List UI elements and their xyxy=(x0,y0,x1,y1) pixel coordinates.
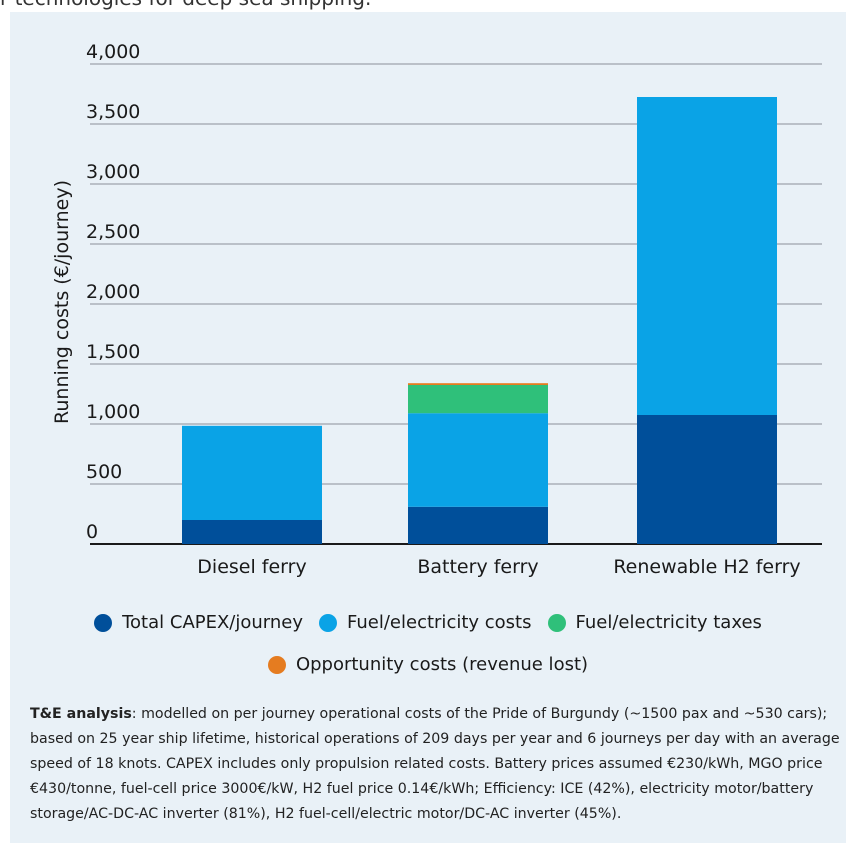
y-tick-label: 3,500 xyxy=(86,101,140,123)
y-tick-label: 0 xyxy=(86,521,98,543)
x-tick-labels: Diesel ferry Battery ferry Renewable H2 fe… xyxy=(197,556,800,578)
chart-panel: 0 500 1,000 1,500 2,000 2,500 3,000 3,500 4,000 … xyxy=(10,12,846,843)
legend-item-fuel-taxes: Fuel/electricity taxes xyxy=(547,612,762,633)
legend-dot-fuel-costs xyxy=(319,613,338,632)
analysis-note: T&E analysis: modelled on per journey op… xyxy=(30,702,850,827)
y-axis-label: Running costs (€/journey) xyxy=(51,180,73,424)
x-tick-label: Renewable H2 ferry xyxy=(613,556,800,578)
bar-segment xyxy=(637,97,777,415)
y-tick-label: 3,000 xyxy=(86,161,140,183)
bar-segment xyxy=(182,425,322,520)
bars xyxy=(182,97,777,544)
legend-label-fuel-taxes: Fuel/electricity taxes xyxy=(575,612,762,633)
y-tick-label: 1,000 xyxy=(86,401,140,423)
y-tick-label: 2,000 xyxy=(86,281,140,303)
running-costs-chart: 05001,0001,5002,0002,5003,0003,5004,000 … xyxy=(51,41,822,578)
y-tick-label: 500 xyxy=(86,461,122,483)
legend-dot-fuel-taxes xyxy=(547,613,566,632)
bar-segment xyxy=(182,520,322,544)
x-tick-label: Battery ferry xyxy=(417,556,538,578)
y-tick-label: 2,500 xyxy=(86,221,140,243)
legend-label-capex: Total CAPEX/journey xyxy=(122,612,304,633)
bar-segment xyxy=(408,413,548,507)
y-tick-labels: 0 500 1,000 1,500 2,000 2,500 3,000 3,500 4,000 xyxy=(86,41,140,543)
y-tick-label: 4,000 xyxy=(86,41,140,63)
legend-item-opportunity: Opportunity costs (revenue lost) xyxy=(267,654,589,675)
legend-item-capex: Total CAPEX/journey xyxy=(94,612,303,633)
analysis-note-text: : modelled on per journey operational co… xyxy=(30,706,840,822)
bar-segment xyxy=(408,506,548,544)
bar-segment xyxy=(637,415,777,544)
legend-dot-capex xyxy=(94,613,113,632)
top-caption-fragment: r technologies for deep sea shipping. xyxy=(0,0,371,10)
legend-item-fuel-costs: Fuel/electricity costs xyxy=(319,612,532,633)
legend-label-opportunity: Opportunity costs (revenue lost) xyxy=(295,654,589,675)
legend-label-fuel-costs: Fuel/electricity costs xyxy=(347,612,532,633)
bar-segment xyxy=(408,383,548,385)
legend-row-1: Total CAPEX/journey Fuel/electricity cos… xyxy=(10,612,846,633)
y-tick-label: 1,500 xyxy=(86,341,140,363)
x-tick-label: Diesel ferry xyxy=(197,556,306,578)
legend-row-2: Opportunity costs (revenue lost) xyxy=(10,654,846,675)
legend-dot-opportunity xyxy=(267,655,286,674)
bar-segment xyxy=(408,385,548,414)
analysis-note-heading: T&E analysis xyxy=(30,706,132,722)
